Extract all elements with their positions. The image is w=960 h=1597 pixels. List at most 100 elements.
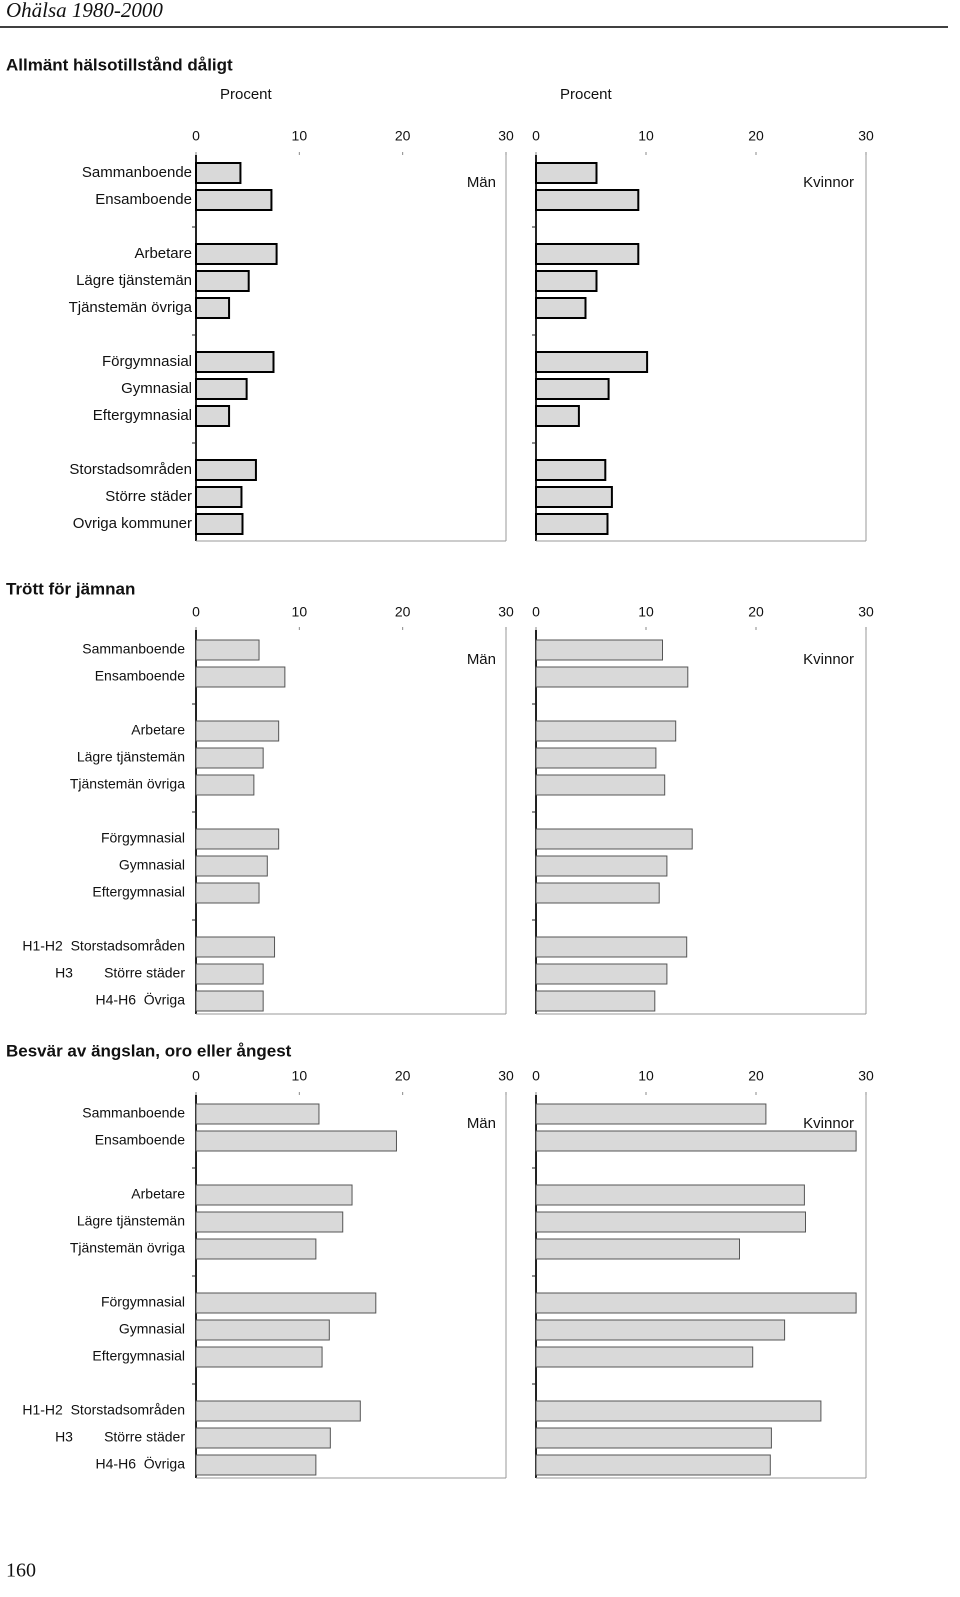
category-label: Eftergymnasial [93, 407, 192, 424]
category-label: Sammanboende [82, 164, 192, 181]
category-label: Tjänstemän övriga [69, 299, 193, 316]
category-label: Gymnasial [121, 380, 192, 397]
x-tick-label: 30 [498, 604, 514, 620]
bar [195, 297, 231, 319]
bar [195, 828, 280, 850]
bar [195, 720, 280, 742]
category-label: Arbetare [131, 1186, 185, 1202]
bar [535, 162, 598, 184]
bar [195, 162, 242, 184]
category-label: Gymnasial [119, 1321, 185, 1337]
bar [195, 513, 244, 535]
x-tick-label: 30 [858, 128, 874, 144]
x-tick-label: 30 [858, 604, 874, 620]
bar [535, 1319, 786, 1341]
bar [195, 351, 275, 373]
bar [195, 1292, 377, 1314]
category-label: Eftergymnasial [92, 884, 185, 900]
bar [195, 1346, 323, 1368]
bar [535, 270, 598, 292]
category-label: Förgymnasial [102, 353, 192, 370]
bar [535, 486, 613, 508]
bar [535, 963, 668, 985]
panel-legend: Män [467, 1115, 496, 1132]
bar [195, 405, 231, 427]
bar [535, 720, 677, 742]
bar [535, 1427, 772, 1449]
x-tick-label: 20 [395, 1068, 411, 1084]
category-label: H4-H6 Övriga [96, 991, 186, 1008]
x-tick-label: 20 [748, 1068, 764, 1084]
category-label: Sammanboende [82, 1105, 185, 1121]
x-tick-label: 0 [192, 604, 200, 620]
bar [535, 405, 580, 427]
chart-title: Besvär av ängslan, oro eller ångest [6, 1041, 292, 1060]
bar [535, 855, 668, 877]
x-tick-label: 30 [498, 1068, 514, 1084]
category-label: Förgymnasial [101, 1294, 185, 1310]
bar [535, 459, 607, 481]
panel-legend: Kvinnor [803, 174, 854, 191]
x-tick-label: 20 [748, 604, 764, 620]
category-label: Eftergymnasial [92, 1348, 185, 1364]
bar [535, 351, 649, 373]
category-label: Arbetare [131, 722, 185, 738]
axis-label: Procent [560, 86, 613, 103]
bar [535, 639, 663, 661]
bar [535, 990, 656, 1012]
category-label: Arbetare [134, 245, 192, 262]
x-tick-label: 10 [292, 1068, 308, 1084]
category-label: Tjänstemän övriga [70, 776, 185, 792]
category-label: Sammanboende [82, 641, 185, 657]
x-tick-label: 10 [638, 604, 654, 620]
bar [195, 990, 264, 1012]
bar [535, 1346, 754, 1368]
bar [195, 243, 278, 265]
category-label: Storstadsområden [69, 461, 192, 478]
panel-legend: Kvinnor [803, 1115, 854, 1132]
bar [535, 1184, 805, 1206]
bar [535, 828, 693, 850]
category-label: Ensamboende [95, 1132, 186, 1148]
bar [535, 936, 688, 958]
x-tick-label: 10 [292, 128, 308, 144]
x-tick-label: 20 [748, 128, 764, 144]
bar [195, 1454, 317, 1476]
bar [535, 378, 610, 400]
category-label: H4-H6 Övriga [96, 1455, 186, 1472]
bar [535, 882, 660, 904]
bar [195, 855, 268, 877]
bar [195, 963, 264, 985]
category-label: H3 Större städer [55, 1429, 185, 1445]
bar [195, 1319, 330, 1341]
bar [195, 882, 260, 904]
axis-label: Procent [220, 86, 273, 103]
panel-legend: Män [467, 174, 496, 191]
x-tick-label: 10 [638, 128, 654, 144]
category-label: Förgymnasial [101, 830, 185, 846]
bar [535, 1211, 806, 1233]
bar [535, 1130, 857, 1152]
bar [195, 1211, 344, 1233]
x-tick-label: 0 [532, 604, 540, 620]
bar [195, 1427, 331, 1449]
category-label: Tjänstemän övriga [70, 1240, 185, 1256]
bar [535, 1400, 822, 1422]
x-tick-label: 0 [192, 128, 200, 144]
category-label: Lägre tjänstemän [77, 749, 185, 765]
panel-legend: Kvinnor [803, 651, 854, 668]
bar [535, 513, 609, 535]
bar [535, 297, 587, 319]
x-tick-label: 0 [192, 1068, 200, 1084]
bar [195, 747, 264, 769]
category-label: H1-H2 Storstadsområden [22, 1402, 185, 1418]
bar [195, 639, 260, 661]
bar [535, 747, 657, 769]
bar [535, 1292, 857, 1314]
category-label: H1-H2 Storstadsområden [22, 938, 185, 954]
x-tick-label: 0 [532, 1068, 540, 1084]
bar [195, 270, 250, 292]
chart-title: Allmänt hälsotillstånd dåligt [6, 55, 233, 74]
x-tick-label: 10 [638, 1068, 654, 1084]
